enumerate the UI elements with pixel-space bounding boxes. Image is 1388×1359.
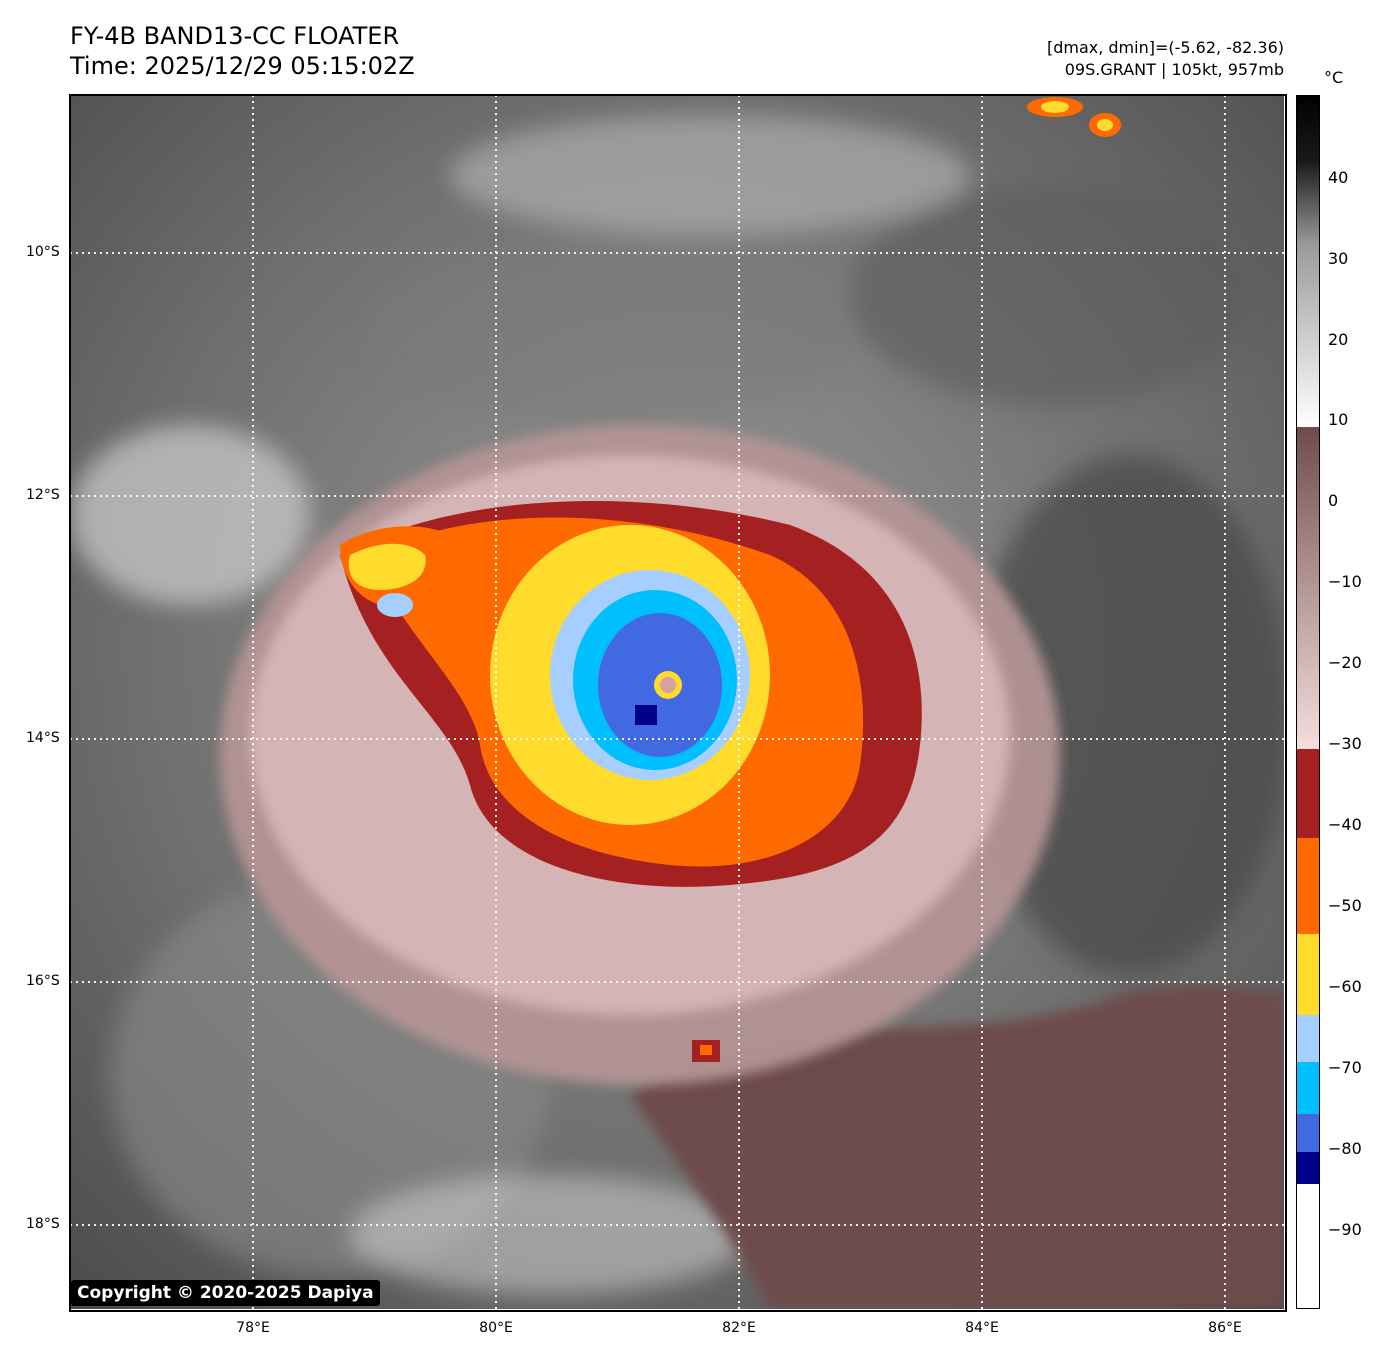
eye [660, 677, 676, 693]
cb-label-minus40: −40 [1328, 815, 1362, 834]
observation-time: Time: 2025/12/29 05:15:02Z [70, 52, 415, 80]
map-title: FY-4B BAND13-CC FLOATER [70, 22, 400, 50]
lon-label-82e: 82°E [722, 1320, 756, 1336]
warm-region-southeast [630, 986, 1284, 1309]
northeast-convection [1027, 97, 1121, 137]
gridlines [70, 95, 1284, 1309]
cb-orange [1296, 838, 1320, 934]
cb-label-minus90: −90 [1328, 1220, 1362, 1239]
cb-cyan [1296, 1062, 1320, 1114]
colorbar [1296, 95, 1320, 1309]
navy-cold-top [635, 705, 657, 725]
lon-label-80e: 80°E [479, 1320, 513, 1336]
cb-gray-segment [1296, 95, 1320, 427]
cb-royal-blue [1296, 1114, 1320, 1152]
lat-label-16s: 16°S [26, 973, 60, 989]
dmax-dmin-info: [dmax, dmin]=(-5.62, -82.36) [1046, 38, 1284, 57]
storm-info: 09S.GRANT | 105kt, 957mb [1064, 60, 1284, 79]
lat-label-12s: 12°S [26, 487, 60, 503]
lon-label-78e: 78°E [236, 1320, 270, 1336]
lat-label-18s: 18°S [26, 1216, 60, 1232]
cb-brown-segment [1296, 427, 1320, 749]
cb-yellow [1296, 934, 1320, 1015]
cb-label-minus80: −80 [1328, 1139, 1362, 1158]
cb-navy [1296, 1152, 1320, 1184]
lat-label-10s: 10°S [26, 244, 60, 260]
cb-label-40: 40 [1328, 168, 1349, 187]
copyright-badge: Copyright © 2020-2025 Dapiya [71, 1280, 380, 1306]
cloud-texture [70, 115, 1284, 1295]
cb-light-blue [1296, 1015, 1320, 1062]
cb-label-minus50: −50 [1328, 896, 1362, 915]
cb-white [1296, 1184, 1320, 1309]
cb-label-10: 10 [1328, 410, 1349, 429]
cb-label-minus60: −60 [1328, 977, 1362, 996]
cb-label-minus10: −10 [1328, 572, 1362, 591]
cb-label-minus30: −30 [1328, 734, 1362, 753]
lat-label-14s: 14°S [26, 730, 60, 746]
cb-label-30: 30 [1328, 249, 1349, 268]
cb-label-20: 20 [1328, 330, 1349, 349]
lon-label-84e: 84°E [965, 1320, 999, 1336]
colorbar-unit: °C [1324, 68, 1344, 87]
satellite-map [70, 95, 1284, 1309]
lon-label-86e: 86°E [1208, 1320, 1242, 1336]
cb-label-minus70: −70 [1328, 1058, 1362, 1077]
cb-label-minus20: −20 [1328, 653, 1362, 672]
cb-dark-red [1296, 749, 1320, 838]
cb-label-0: 0 [1328, 491, 1339, 510]
typhoon-structure [220, 425, 1060, 1085]
